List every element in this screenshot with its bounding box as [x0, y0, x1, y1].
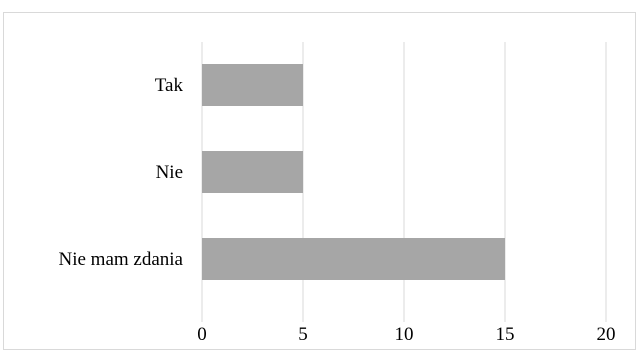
chart-frame: [3, 12, 636, 350]
bars: [202, 64, 505, 280]
x-tick-label-1: 5: [298, 324, 308, 345]
x-tick-label-2: 10: [395, 324, 414, 345]
x-tick-label-0: 0: [197, 324, 207, 345]
category-label-2: Nie mam zdania: [58, 249, 183, 270]
bar-0: [202, 64, 303, 106]
category-label-0: Tak: [155, 75, 184, 96]
x-axis-tick-labels: 0 5 10 15 20: [197, 324, 615, 345]
x-tick-label-4: 20: [597, 324, 616, 345]
category-labels: Tak Nie Nie mam zdania: [58, 75, 183, 270]
bar-1: [202, 151, 303, 193]
category-label-1: Nie: [156, 162, 183, 183]
bar-2: [202, 238, 505, 280]
x-tick-label-3: 15: [496, 324, 515, 345]
